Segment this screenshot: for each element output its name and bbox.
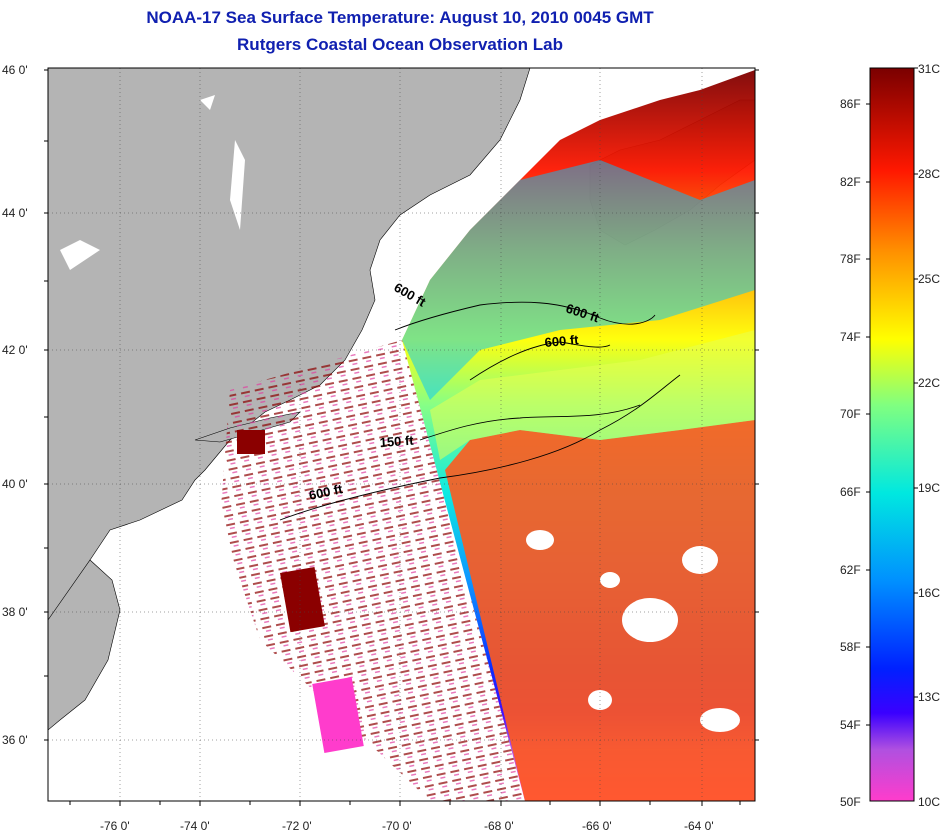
cbar-f-78: 78F [840, 252, 861, 266]
cbar-f-70: 70F [840, 407, 861, 421]
cloud-patches [526, 530, 740, 732]
cbar-c-10: 10C [918, 795, 940, 809]
cbar-f-62: 62F [840, 563, 861, 577]
colorbar [869, 67, 915, 802]
lat-label-36: 36 0' [2, 733, 28, 747]
land-delmarva [48, 559, 121, 731]
chart-title: NOAA-17 Sea Surface Temperature: August … [146, 8, 654, 27]
lon-label-70: -70 0' [382, 819, 412, 833]
lon-label-74: -74 0' [180, 819, 210, 833]
contour-label-600ft-d: 600 ft [308, 481, 345, 503]
cbar-f-54: 54F [840, 718, 861, 732]
cbar-c-22: 22C [918, 376, 940, 390]
map-frame [47, 67, 756, 802]
bad-scan-block-1 [237, 430, 265, 454]
scan-noise [220, 340, 525, 801]
lon-label-68: -68 0' [484, 819, 514, 833]
sst-cool-zone [402, 160, 755, 400]
lon-label-64: -64 0' [684, 819, 714, 833]
bad-scan-block-3 [312, 677, 364, 753]
lat-label-42: 42 0' [2, 343, 28, 357]
lon-label-72: -72 0' [282, 819, 312, 833]
map-area [48, 68, 755, 801]
cbar-f-74: 74F [840, 330, 861, 344]
bathymetry-contours [279, 301, 681, 521]
lat-label-46: 46 0' [2, 63, 28, 77]
cbar-f-86: 86F [840, 97, 861, 111]
bad-scan-block-2 [280, 566, 325, 633]
colorbar-ticks [866, 67, 918, 726]
sst-mid-zone [430, 330, 755, 460]
chart-subtitle: Rutgers Coastal Ocean Observation Lab [237, 35, 563, 54]
lon-label-76: -76 0' [100, 819, 130, 833]
sst-warm-zone [445, 420, 755, 801]
cbar-f-66: 66F [840, 485, 861, 499]
contour-label-150ft: 150 ft [379, 433, 415, 450]
cbar-c-31: 31C [918, 62, 940, 76]
land-lakes [60, 95, 245, 270]
cbar-c-19: 19C [918, 481, 940, 495]
cbar-c-25: 25C [918, 272, 940, 286]
cbar-f-82: 82F [840, 175, 861, 189]
cbar-c-28: 28C [918, 167, 940, 181]
cbar-c-13: 13C [918, 690, 940, 704]
cbar-c-16: 16C [918, 586, 940, 600]
tick-marks [44, 69, 759, 806]
lon-label-66: -66 0' [582, 819, 612, 833]
lat-label-38: 38 0' [2, 605, 28, 619]
lat-label-40: 40 0' [2, 477, 28, 491]
cbar-f-50: 50F [840, 795, 861, 809]
lat-label-44: 44 0' [2, 206, 28, 220]
contour-label-600ft-c: 600 ft [544, 332, 580, 350]
cbar-f-58: 58F [840, 640, 861, 654]
